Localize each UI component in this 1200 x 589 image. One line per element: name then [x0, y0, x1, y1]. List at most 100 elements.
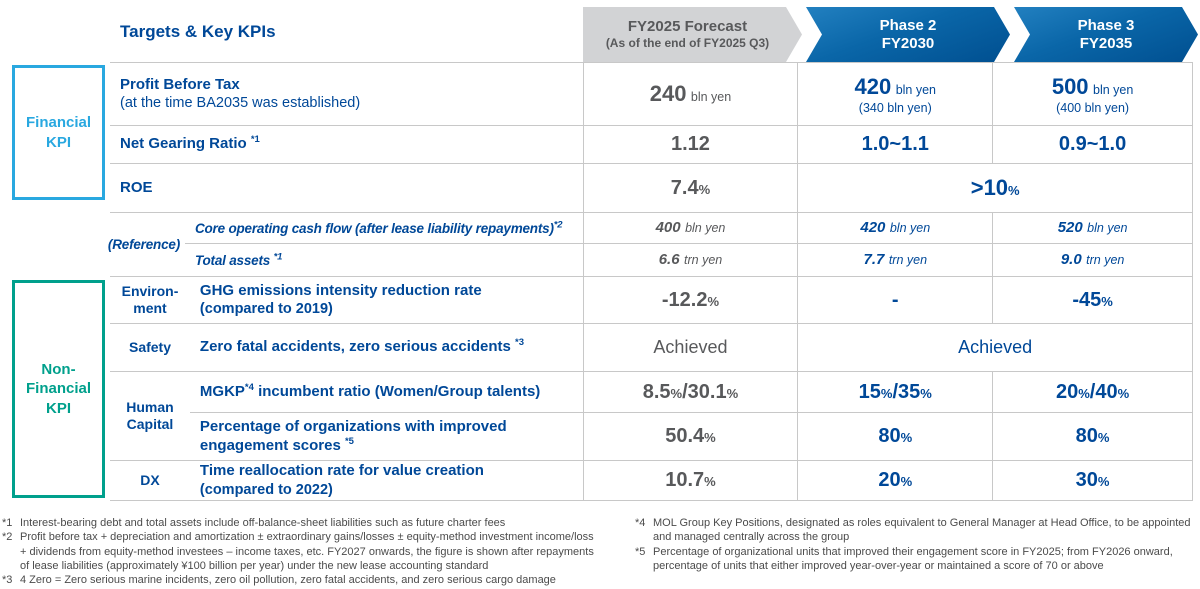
footnote-1: *1 Interest-bearing debt and total asset…: [2, 516, 594, 530]
profit-phase2-unit: bln yen: [895, 82, 936, 97]
table-row-core-ocf: Core operating cash flow (after lease li…: [110, 212, 1192, 243]
profit-fy2025-unit: bln yen: [690, 90, 732, 104]
safety-label: Zero fatal accidents, zero serious accid…: [199, 337, 525, 356]
footnote-ref-3: *3: [515, 337, 525, 349]
table-row-dx: Time reallocation rate for value creatio…: [110, 460, 1192, 500]
profit-fy2025-value: 240 bln yen: [582, 63, 798, 125]
safety-label-cell: Zero fatal accidents, zero serious accid…: [190, 324, 583, 371]
fy2025-forecast-label: FY2025 Forecast: [627, 18, 748, 36]
safety-fy2025-value: Achieved: [582, 324, 798, 371]
roe-merged-value: >10%: [797, 164, 1192, 212]
table-row-profit-before-tax: Profit Before Tax (at the time BA2035 wa…: [110, 62, 1192, 125]
core-ocf-phase3-value: 520 bln yen: [992, 212, 1192, 243]
table-row-engagement: Percentage of organizations with improve…: [110, 412, 1192, 460]
engagement-fy2025-value: 50.4%: [582, 412, 798, 460]
column-header-fy2025-forecast: FY2025 Forecast (As of the end of FY2025…: [583, 7, 802, 62]
footnote-2-text: Profit before tax + depreciation and amo…: [20, 531, 594, 572]
mgkp-phase3-value: 20%/40%: [992, 372, 1192, 412]
footnote-2-marker: *2: [2, 531, 13, 544]
footnote-ref-1b: *1: [273, 251, 283, 262]
roe-fy2025-unit: %: [698, 181, 711, 197]
dx-fy2025-value: 10.7%: [582, 461, 798, 500]
roe-label: ROE: [120, 178, 153, 196]
profit-phase3-num: 500: [1051, 73, 1089, 99]
category-human-capital: Human Capital: [126, 398, 174, 433]
profit-phase2-sub: (340 bln yen): [858, 100, 932, 115]
safety-merged-value: Achieved: [797, 324, 1192, 371]
footnote-3-text: 4 Zero = Zero serious marine incidents, …: [20, 574, 556, 587]
footnote-5-text: Percentage of organizational units that …: [653, 545, 1173, 572]
dx-label-cell: Time reallocation rate for value creatio…: [190, 461, 583, 500]
table-row-safety: Zero fatal accidents, zero serious accid…: [110, 323, 1192, 371]
ghg-label-cell: GHG emissions intensity reduction rate (…: [190, 277, 583, 323]
table-row-mgkp: MGKP*4 incumbent ratio (Women/Group tale…: [110, 371, 1192, 412]
dx-sublabel: (compared to 2022): [199, 481, 333, 498]
kpi-table: Profit Before Tax (at the time BA2035 wa…: [110, 62, 1193, 501]
roe-fy2025-value: 7.4%: [582, 164, 798, 212]
mgkp-fy2025-value: 8.5%/30.1%: [582, 372, 798, 412]
financial-kpi-box: Financial KPI: [12, 65, 105, 200]
reference-group-label-wrap: (Reference): [100, 212, 180, 276]
total-assets-label-cell: Total assets *1: [184, 243, 583, 276]
net-gearing-label-cell: Net Gearing Ratio *1: [110, 126, 583, 163]
fy2025-forecast-sublabel: (As of the end of FY2025 Q3): [605, 36, 770, 51]
roe-merged-unit: %: [1008, 183, 1020, 198]
footnote-5-marker: *5: [635, 545, 646, 558]
engagement-label-cell: Percentage of organizations with improve…: [189, 412, 583, 460]
category-dx: DX: [140, 471, 160, 488]
ghg-phase3-value: -45%: [992, 277, 1192, 323]
total-assets-phase2-value: 7.7 trn yen: [797, 243, 993, 276]
profit-phase2-num: 420: [854, 73, 892, 99]
phase2-label: Phase 2: [879, 16, 937, 34]
core-ocf-fy2025-value: 400 bln yen: [582, 212, 798, 243]
phase3-label: Phase 3: [1077, 16, 1135, 34]
footnote-4-text: MOL Group Key Positions, designated as r…: [653, 517, 1191, 544]
reference-spacer: [110, 212, 185, 243]
non-financial-kpi-box: Non- Financial KPI: [12, 280, 105, 498]
footnote-1-text: Interest-bearing debt and total assets i…: [20, 517, 506, 529]
ghg-fy2025-value: -12.2%: [582, 277, 798, 323]
profit-label-cell: Profit Before Tax (at the time BA2035 wa…: [110, 63, 583, 125]
footnote-ref-5: *5: [344, 435, 354, 447]
net-gearing-phase2-value: 1.0~1.1: [797, 126, 992, 163]
category-environment: Environ- ment: [121, 282, 179, 317]
profit-phase2-value: 420 bln yen (340 bln yen): [797, 63, 992, 125]
mgkp-label: MGKP*4 incumbent ratio (Women/Group tale…: [199, 381, 541, 400]
dx-label: Time reallocation rate for value creatio…: [199, 462, 484, 480]
table-row-ghg: GHG emissions intensity reduction rate (…: [110, 276, 1192, 323]
net-gearing-label: Net Gearing Ratio *1: [120, 134, 260, 153]
category-safety: Safety: [128, 338, 172, 355]
footnotes-left: *1 Interest-bearing debt and total asset…: [2, 516, 594, 587]
engagement-label: Percentage of organizations with improve…: [199, 417, 507, 454]
footnote-ref-4: *4: [244, 381, 254, 393]
net-gearing-fy2025-value: 1.12: [582, 126, 798, 163]
core-ocf-label-cell: Core operating cash flow (after lease li…: [184, 212, 583, 243]
roe-merged-num: >10: [970, 175, 1009, 200]
footnote-2: *2 Profit before tax + depreciation and …: [2, 530, 594, 573]
ghg-sublabel: (compared to 2019): [199, 301, 333, 318]
profit-phase3-unit: bln yen: [1093, 82, 1134, 97]
profit-phase3-value: 500 bln yen (400 bln yen): [992, 63, 1192, 125]
footnote-4: *4 MOL Group Key Positions, designated a…: [635, 516, 1193, 545]
core-ocf-label: Core operating cash flow (after lease li…: [194, 219, 563, 236]
total-assets-phase3-value: 9.0 trn yen: [992, 243, 1192, 276]
dx-phase2-value: 20%: [797, 461, 992, 500]
dx-phase3-value: 30%: [992, 461, 1192, 500]
ghg-label: GHG emissions intensity reduction rate: [199, 281, 482, 299]
footnote-1-marker: *1: [2, 517, 13, 529]
footnote-ref-2: *2: [553, 219, 563, 230]
engagement-phase2-value: 80%: [797, 412, 993, 460]
mgkp-label-cell: MGKP*4 incumbent ratio (Women/Group tale…: [190, 372, 583, 412]
profit-label: Profit Before Tax: [120, 75, 240, 93]
footnote-3: *3 4 Zero = Zero serious marine incident…: [2, 573, 594, 587]
core-ocf-phase2-value: 420 bln yen: [797, 212, 993, 243]
total-assets-label: Total assets *1: [194, 251, 283, 268]
column-header-phase2: Phase 2 FY2030: [806, 7, 1010, 62]
footnote-ref-1: *1: [250, 134, 260, 146]
profit-phase3-sub: (400 bln yen): [1056, 100, 1130, 115]
column-header-phase3: Phase 3 FY2035: [1014, 7, 1198, 62]
phase2-year: FY2030: [881, 34, 935, 52]
roe-label-cell: ROE: [110, 164, 583, 212]
ghg-phase2-value: -: [797, 277, 992, 323]
footnote-5: *5 Percentage of organizational units th…: [635, 545, 1193, 574]
